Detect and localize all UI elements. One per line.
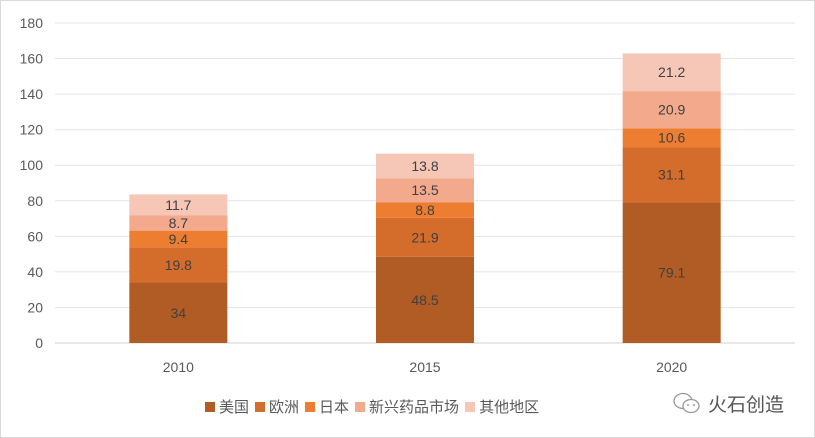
bar-segment <box>622 128 721 148</box>
bar-segment <box>622 91 721 129</box>
bar-segment <box>129 282 228 343</box>
bar-segment <box>622 202 721 343</box>
data-label: 34 <box>171 305 187 321</box>
y-tick-label: 120 <box>20 122 44 138</box>
data-label: 8.8 <box>415 202 435 218</box>
bar-segment <box>376 202 474 218</box>
x-tick-label: 2020 <box>656 359 687 375</box>
y-tick-label: 140 <box>20 86 44 102</box>
bar-segment <box>376 256 474 343</box>
y-tick-label: 40 <box>27 264 43 280</box>
legend-item: 日本 <box>305 396 349 417</box>
data-label: 10.6 <box>658 130 685 146</box>
legend-item: 其他地区 <box>465 396 539 417</box>
bar-segment <box>622 147 721 203</box>
x-tick-label: 2015 <box>409 359 440 375</box>
legend-item: 美国 <box>205 396 249 417</box>
legend-label: 欧洲 <box>269 398 300 416</box>
legend-swatch <box>465 401 476 412</box>
y-tick-label: 60 <box>27 228 43 244</box>
data-label: 21.2 <box>658 64 685 80</box>
y-tick-label: 100 <box>20 157 44 173</box>
legend-label: 日本 <box>319 398 350 416</box>
legend-label: 其他地区 <box>479 398 540 416</box>
watermark-text: 火石创造 <box>708 394 785 416</box>
legend-swatch <box>305 401 316 412</box>
bar-segment <box>376 217 474 257</box>
y-tick-label: 0 <box>35 335 43 351</box>
y-tick-label: 180 <box>20 15 44 31</box>
data-label: 20.9 <box>658 102 685 118</box>
bar-segment <box>376 153 474 179</box>
legend-swatch <box>255 401 266 412</box>
legend-swatch <box>355 401 366 412</box>
legend: 美国 欧洲 日本 新兴药品市场 其他地区 <box>205 396 545 417</box>
data-label: 48.5 <box>411 292 438 308</box>
y-tick-label: 80 <box>27 193 43 209</box>
data-label: 21.9 <box>411 229 438 245</box>
bar-segment <box>129 194 228 216</box>
data-label: 31.1 <box>658 167 685 183</box>
data-label: 8.7 <box>169 215 189 231</box>
data-label: 9.4 <box>169 231 189 247</box>
y-tick-label: 20 <box>27 299 43 315</box>
data-label: 79.1 <box>658 265 685 281</box>
legend-label: 美国 <box>219 398 250 416</box>
data-label: 13.8 <box>411 158 438 174</box>
bar-segment <box>129 247 228 283</box>
data-label: 19.8 <box>165 257 192 273</box>
bar-segment <box>129 215 228 231</box>
legend-item: 新兴药品市场 <box>355 396 459 417</box>
legend-item: 欧洲 <box>255 396 299 417</box>
watermark: 火石创造 <box>672 390 784 417</box>
bar-segment <box>129 230 228 248</box>
bar-segment <box>376 178 474 203</box>
data-label: 13.5 <box>411 182 438 198</box>
legend-swatch <box>205 401 215 412</box>
x-tick-label: 2010 <box>163 359 194 375</box>
data-label: 11.7 <box>165 197 191 213</box>
y-tick-label: 160 <box>20 51 44 67</box>
wechat-icon <box>673 392 700 413</box>
bar-segment <box>622 53 721 92</box>
legend-label: 新兴药品市场 <box>369 398 460 416</box>
